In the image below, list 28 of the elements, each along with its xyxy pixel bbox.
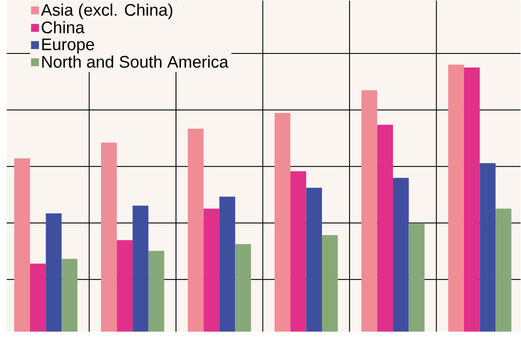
bar [204,208,220,332]
legend-label: North and South America [42,56,228,68]
bar [361,90,378,332]
bar [448,64,464,332]
bar [408,224,425,332]
bar [290,171,306,332]
bar [235,244,251,332]
bar [219,196,236,332]
bar [116,240,133,332]
bar [132,206,148,332]
bar [496,208,512,332]
bar [392,178,409,332]
bar [46,214,62,332]
bar [322,235,338,332]
bar [62,259,78,332]
legend-label: Europe [42,38,94,54]
bar [480,163,496,332]
bar [188,128,204,332]
legend-label: Asia (excl. China) [40,4,172,20]
legend-label: China [42,21,85,34]
bar [464,68,480,332]
bar [148,251,164,332]
bar [274,113,290,332]
bar [101,142,117,332]
bar [377,124,393,332]
bar [14,158,30,332]
bar [306,188,322,332]
bar [30,264,46,332]
